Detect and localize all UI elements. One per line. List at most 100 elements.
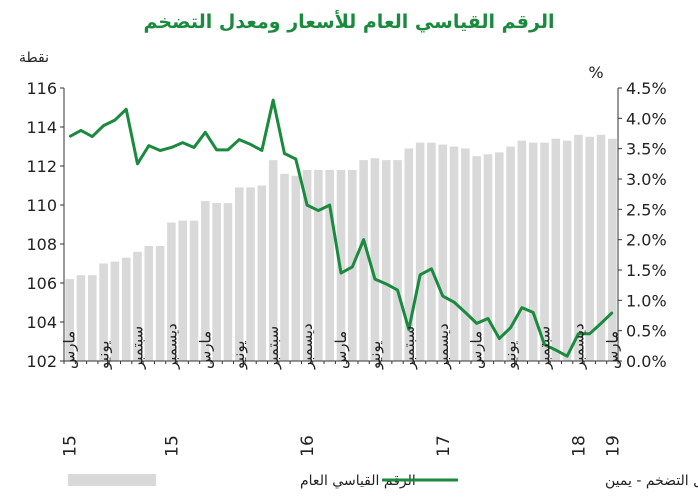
bar-9	[167, 222, 176, 361]
bar-0	[65, 279, 74, 361]
bar-1	[76, 275, 86, 361]
x-month-label-15: ديسمبر	[569, 323, 587, 370]
x-month-label-11: ديسمبر	[434, 323, 452, 370]
left-tick-label-4: 110	[26, 196, 57, 215]
left-tick-label-3: 108	[26, 235, 57, 254]
bar-26	[359, 160, 368, 361]
inflation-point-33	[441, 295, 444, 297]
x-year-label-5: 19	[603, 435, 623, 457]
bar-12	[201, 201, 210, 361]
inflation-point-16	[249, 143, 252, 146]
inflation-point-22	[317, 209, 320, 212]
bar-22	[314, 169, 323, 361]
inflation-point-41	[532, 311, 534, 314]
left-tick-label-1: 104	[26, 313, 57, 332]
inflation-point-12	[204, 131, 207, 134]
inflation-point-37	[487, 317, 489, 320]
inflation-point-40	[521, 306, 523, 309]
inflation-point-35	[464, 311, 467, 314]
inflation-point-36	[475, 322, 478, 325]
right-tick-label-4: 2.0%	[626, 231, 667, 250]
x-month-label-1: يونيو	[95, 341, 113, 370]
inflation-point-11	[193, 146, 195, 149]
inflation-point-1	[80, 129, 82, 132]
inflation-point-30	[408, 328, 410, 331]
inflation-point-8	[159, 149, 161, 152]
inflation-point-6	[136, 163, 139, 165]
left-tick-label-2: 106	[26, 274, 57, 293]
x-year-label-2: 16	[298, 435, 318, 457]
bars-layer	[65, 134, 617, 361]
bar-46	[585, 136, 595, 361]
inflation-point-24	[340, 272, 342, 274]
x-month-label-0: مارس	[61, 331, 79, 369]
inflation-point-48	[611, 311, 614, 314]
right-tick-label-6: 3.0%	[626, 170, 667, 189]
left-tick-label-7: 116	[26, 79, 57, 98]
inflation-point-5	[125, 108, 127, 111]
bar-7	[144, 245, 154, 361]
bar-47	[596, 134, 606, 361]
bar-16	[246, 187, 255, 361]
right-tick-label-8: 4.0%	[626, 109, 667, 128]
x-month-label-7: ديسمبر	[298, 323, 316, 370]
bar-28	[381, 160, 391, 361]
inflation-point-29	[396, 289, 399, 291]
x-month-label-14: سبتمبر	[536, 326, 554, 370]
bar-33	[438, 144, 448, 361]
x-month-label-8: مارس	[332, 331, 350, 369]
legend-bar-swatch	[68, 474, 156, 486]
right-tick-label-5: 2.5%	[626, 200, 667, 219]
bar-11	[189, 220, 199, 361]
inflation-point-38	[498, 337, 501, 340]
x-year-label-4: 18	[569, 435, 589, 457]
bar-44	[562, 140, 572, 361]
inflation-point-2	[91, 135, 94, 138]
inflation-point-19	[283, 152, 286, 155]
bar-13	[212, 203, 221, 361]
bar-35	[461, 148, 470, 361]
right-tick-label-1: 0.5%	[626, 322, 667, 341]
bar-5	[121, 257, 131, 361]
inflation-point-42	[543, 343, 546, 346]
x-year-label-1: 15	[162, 435, 182, 457]
bar-4	[110, 261, 120, 361]
bar-6	[133, 251, 142, 361]
inflation-point-27	[374, 278, 376, 280]
inflation-point-3	[102, 124, 105, 127]
bar-34	[449, 146, 459, 361]
right-tick-label-7: 3.5%	[626, 140, 667, 159]
inflation-point-4	[114, 119, 116, 121]
inflation-point-15	[238, 138, 241, 141]
bar-40	[517, 140, 527, 361]
bar-48	[608, 138, 617, 361]
bar-31	[415, 142, 425, 361]
legend: الرقم القياسي العام معدل التضخم - يمين	[68, 473, 698, 489]
bar-14	[223, 203, 233, 361]
bar-36	[472, 156, 481, 361]
x-month-label-6: سبتمبر	[264, 326, 282, 370]
bar-38	[494, 152, 504, 361]
x-month-label-2: سبتمبر	[128, 326, 146, 370]
left-tick-label-6: 114	[26, 118, 57, 137]
inflation-point-17	[261, 149, 263, 152]
inflation-point-9	[170, 146, 173, 149]
bar-10	[178, 220, 188, 361]
right-axis-unit: %	[588, 63, 603, 82]
x-month-label-13: يونيو	[502, 341, 520, 370]
bar-42	[540, 142, 549, 361]
inflation-point-10	[181, 141, 184, 144]
x-month-label-5: يونيو	[230, 341, 248, 370]
inflation-point-34	[453, 301, 455, 303]
x-month-label-10: سبتمبر	[400, 326, 418, 370]
x-year-label-0: 15	[61, 435, 81, 457]
inflation-point-31	[419, 274, 421, 276]
inflation-point-25	[351, 266, 354, 268]
inflation-point-28	[385, 283, 388, 285]
bar-17	[257, 185, 267, 361]
x-month-label-16: مارس	[603, 331, 621, 369]
inflation-point-14	[227, 149, 229, 151]
right-tick-label-0: 0.0%	[626, 352, 667, 371]
bar-20	[291, 175, 301, 361]
